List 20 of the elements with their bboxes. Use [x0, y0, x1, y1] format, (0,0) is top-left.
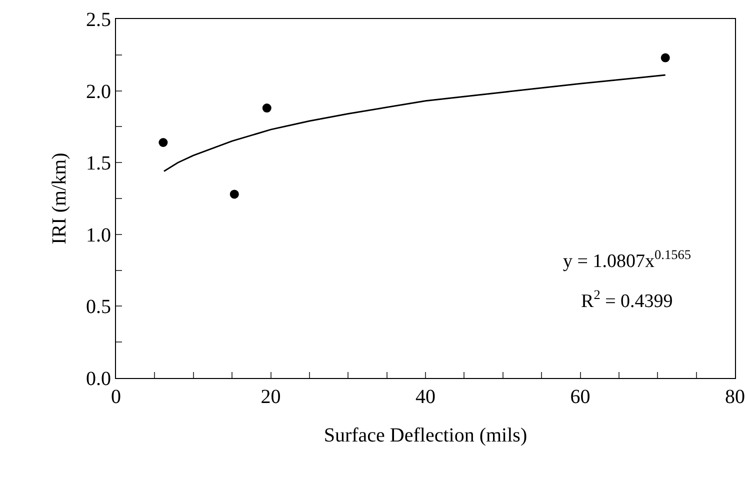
x-tick-label: 0	[111, 386, 121, 408]
x-tick-label: 60	[570, 386, 590, 408]
point	[660, 53, 670, 62]
y-tick-label: 1.5	[86, 152, 111, 175]
y-tick-label: 2.0	[86, 80, 111, 103]
point	[262, 104, 272, 113]
y-tick-label: 0.0	[86, 368, 111, 390]
x-tick-label: 80	[725, 386, 745, 408]
point	[158, 138, 168, 147]
annotation: y = 1.0807x$^{0.1565}$	[563, 247, 692, 272]
x-tick-label: 40	[416, 386, 436, 408]
annotation: R$^{2}$ = 0.4399	[581, 287, 673, 312]
y-tick-label: 1.0	[86, 224, 111, 246]
x-axis-title: Surface Deflection (mils)	[324, 424, 528, 446]
line-series	[163, 74, 666, 172]
y-tick-label: 2.5	[86, 9, 111, 31]
y-axis-title: IRI (m/km)	[48, 152, 70, 244]
y-tick-label: 0.5	[86, 296, 111, 318]
point	[230, 190, 239, 199]
x-tick-label: 20	[260, 386, 281, 408]
